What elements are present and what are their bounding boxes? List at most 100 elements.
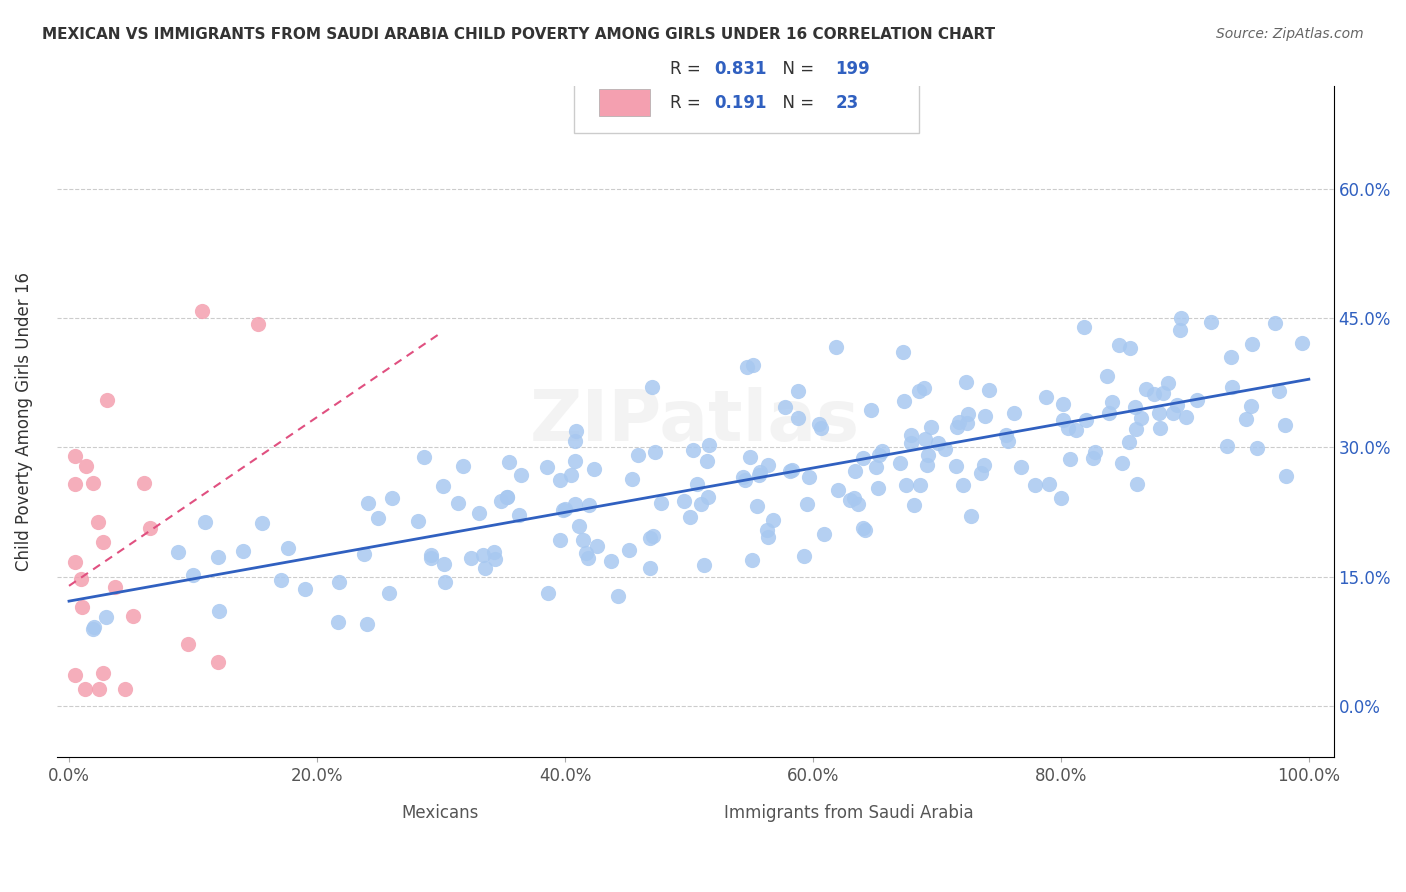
Text: N =: N = bbox=[772, 60, 820, 78]
Point bbox=[852, 521, 875, 535]
Point bbox=[453, 459, 475, 474]
Point bbox=[139, 521, 162, 535]
Point bbox=[927, 436, 949, 450]
Point bbox=[686, 476, 709, 491]
Point bbox=[496, 490, 519, 504]
Point bbox=[96, 610, 118, 624]
Point bbox=[868, 448, 890, 462]
Point bbox=[433, 574, 456, 589]
Point bbox=[432, 479, 454, 493]
Point bbox=[1118, 434, 1140, 449]
Point bbox=[848, 497, 870, 511]
Text: ZIPatlas: ZIPatlas bbox=[530, 387, 860, 456]
Point bbox=[548, 473, 571, 487]
Point bbox=[1157, 376, 1180, 391]
Point bbox=[572, 533, 595, 547]
Point bbox=[1166, 398, 1188, 412]
Point bbox=[973, 458, 995, 473]
Point bbox=[413, 450, 436, 464]
Point bbox=[955, 416, 977, 430]
Point bbox=[356, 616, 378, 631]
Point bbox=[194, 515, 217, 529]
Point bbox=[498, 455, 520, 469]
Point bbox=[578, 498, 600, 512]
Point bbox=[1291, 335, 1313, 350]
Point bbox=[433, 557, 456, 571]
Point bbox=[1035, 390, 1057, 404]
Point bbox=[745, 500, 768, 514]
Point bbox=[756, 530, 779, 544]
Text: 23: 23 bbox=[835, 94, 859, 112]
Point bbox=[1050, 491, 1073, 505]
Point bbox=[756, 458, 779, 473]
Point bbox=[406, 514, 429, 528]
Point bbox=[353, 547, 375, 561]
Point bbox=[1149, 421, 1171, 435]
Point bbox=[1010, 459, 1032, 474]
Point bbox=[1175, 409, 1198, 424]
Point bbox=[294, 582, 316, 596]
Point bbox=[367, 510, 389, 524]
Point bbox=[270, 573, 292, 587]
Point bbox=[468, 506, 491, 520]
Point bbox=[775, 401, 797, 415]
Point bbox=[779, 464, 801, 478]
Point bbox=[842, 491, 865, 506]
Point bbox=[1059, 451, 1081, 466]
Point bbox=[599, 554, 621, 568]
Point bbox=[1084, 445, 1107, 459]
Point bbox=[548, 533, 571, 547]
Point bbox=[328, 574, 350, 589]
Point bbox=[865, 459, 887, 474]
Text: R =: R = bbox=[669, 60, 706, 78]
Point bbox=[738, 450, 761, 464]
Point bbox=[86, 515, 108, 529]
Circle shape bbox=[679, 786, 710, 803]
Point bbox=[1168, 322, 1191, 336]
Point bbox=[1095, 368, 1118, 383]
Text: R =: R = bbox=[669, 94, 706, 112]
Point bbox=[734, 474, 756, 488]
Point bbox=[564, 497, 586, 511]
Point bbox=[87, 681, 110, 696]
Point bbox=[853, 523, 876, 537]
Point bbox=[813, 527, 835, 541]
Point bbox=[63, 449, 86, 463]
Point bbox=[82, 622, 104, 636]
Point bbox=[420, 550, 443, 565]
Point bbox=[1275, 469, 1298, 483]
FancyBboxPatch shape bbox=[599, 55, 651, 82]
Point bbox=[277, 541, 299, 555]
Point bbox=[787, 410, 810, 425]
Point bbox=[955, 376, 977, 390]
Point bbox=[627, 448, 650, 462]
FancyBboxPatch shape bbox=[599, 89, 651, 116]
Point bbox=[1123, 401, 1146, 415]
Point bbox=[474, 561, 496, 575]
Point bbox=[912, 381, 935, 395]
Point bbox=[866, 481, 889, 495]
Point bbox=[489, 494, 512, 508]
Point bbox=[1199, 315, 1222, 329]
Point bbox=[1111, 456, 1133, 470]
Point bbox=[796, 497, 818, 511]
Point bbox=[917, 448, 939, 462]
Point bbox=[482, 545, 505, 559]
Point bbox=[957, 407, 980, 421]
Point bbox=[496, 490, 519, 504]
Point bbox=[63, 668, 86, 682]
Point bbox=[326, 615, 349, 629]
Point bbox=[859, 402, 882, 417]
Point bbox=[915, 458, 938, 472]
Point bbox=[679, 510, 702, 524]
Point bbox=[1239, 399, 1261, 413]
Point bbox=[977, 383, 1000, 397]
Point bbox=[959, 508, 981, 523]
Point bbox=[839, 492, 862, 507]
Point bbox=[75, 458, 97, 473]
Text: 0.831: 0.831 bbox=[714, 60, 766, 78]
Point bbox=[621, 472, 644, 486]
Point bbox=[1185, 392, 1208, 407]
Point bbox=[997, 434, 1019, 449]
Point bbox=[70, 572, 93, 586]
